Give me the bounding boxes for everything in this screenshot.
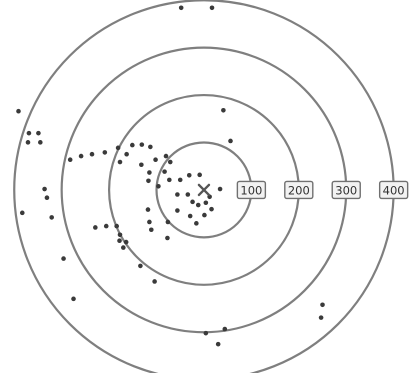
- data-point: [222, 326, 228, 332]
- center-marker: [197, 183, 211, 197]
- data-point: [217, 186, 223, 192]
- data-point: [162, 169, 167, 174]
- data-point: [89, 151, 95, 157]
- ring-label-box: [236, 180, 267, 200]
- data-point: [197, 172, 202, 178]
- data-point: [186, 172, 192, 178]
- data-point: [194, 221, 199, 226]
- data-point: [139, 142, 145, 147]
- data-point: [175, 208, 180, 213]
- data-point: [153, 157, 158, 163]
- data-point: [221, 107, 226, 113]
- data-point: [139, 162, 144, 168]
- ring-label-100: 100: [236, 180, 267, 200]
- data-point: [228, 138, 233, 144]
- data-point: [102, 150, 108, 155]
- data-point: [117, 232, 123, 238]
- data-point: [49, 215, 54, 220]
- ring-label-text: 100: [240, 183, 262, 197]
- ring-label-text: 200: [288, 183, 310, 197]
- data-point: [318, 315, 324, 320]
- data-point: [215, 341, 221, 347]
- data-point: [115, 145, 121, 151]
- data-point: [145, 207, 151, 212]
- data-point: [117, 238, 122, 244]
- data-point: [78, 153, 84, 159]
- data-point: [163, 153, 169, 159]
- ring-label-box: [331, 180, 361, 200]
- data-point: [187, 213, 193, 219]
- data-point: [152, 279, 157, 284]
- data-point: [209, 5, 215, 11]
- data-point: [156, 183, 161, 189]
- ring-label-text: 400: [383, 183, 405, 197]
- data-point: [148, 144, 153, 150]
- data-point: [209, 206, 214, 212]
- data-point: [146, 178, 151, 184]
- data-point: [167, 159, 173, 165]
- data-point: [185, 192, 191, 197]
- data-point: [71, 296, 76, 302]
- data-point: [93, 225, 98, 230]
- data-point: [114, 223, 119, 229]
- data-point: [202, 212, 207, 218]
- ring-label-text: 300: [335, 183, 357, 197]
- data-point: [38, 140, 43, 145]
- data-point: [42, 186, 47, 192]
- data-point: [19, 210, 25, 216]
- data-point: [320, 302, 325, 308]
- data-point: [117, 159, 123, 165]
- data-point: [124, 151, 129, 157]
- ring-labels-layer: 100 200 300 400: [236, 180, 409, 200]
- ring-label-box: [378, 180, 409, 200]
- ring-label-400: 400: [378, 180, 409, 200]
- points-layer: [16, 5, 325, 347]
- data-point: [25, 140, 31, 145]
- data-point: [123, 239, 129, 245]
- data-point: [195, 202, 201, 208]
- data-point: [147, 170, 152, 175]
- ring-label-300: 300: [331, 180, 361, 200]
- data-point: [203, 330, 209, 336]
- data-point: [178, 5, 184, 11]
- data-point: [103, 223, 109, 229]
- data-point: [167, 177, 172, 183]
- data-point: [138, 263, 143, 269]
- data-point: [175, 192, 180, 197]
- data-point: [67, 157, 73, 163]
- data-point: [177, 177, 183, 183]
- data-point: [26, 130, 32, 136]
- data-point: [61, 256, 66, 261]
- data-point: [121, 245, 126, 250]
- ring-label-box: [284, 180, 314, 200]
- data-point: [190, 199, 195, 205]
- data-point: [148, 227, 154, 233]
- data-point: [16, 108, 21, 114]
- center-cross-line: [197, 183, 211, 197]
- ring-label-200: 200: [284, 180, 314, 200]
- data-point: [44, 195, 50, 201]
- data-point: [36, 130, 41, 136]
- data-point: [130, 142, 135, 148]
- data-point: [165, 219, 171, 225]
- data-point: [147, 219, 152, 225]
- data-point: [165, 235, 170, 241]
- data-point: [203, 200, 209, 206]
